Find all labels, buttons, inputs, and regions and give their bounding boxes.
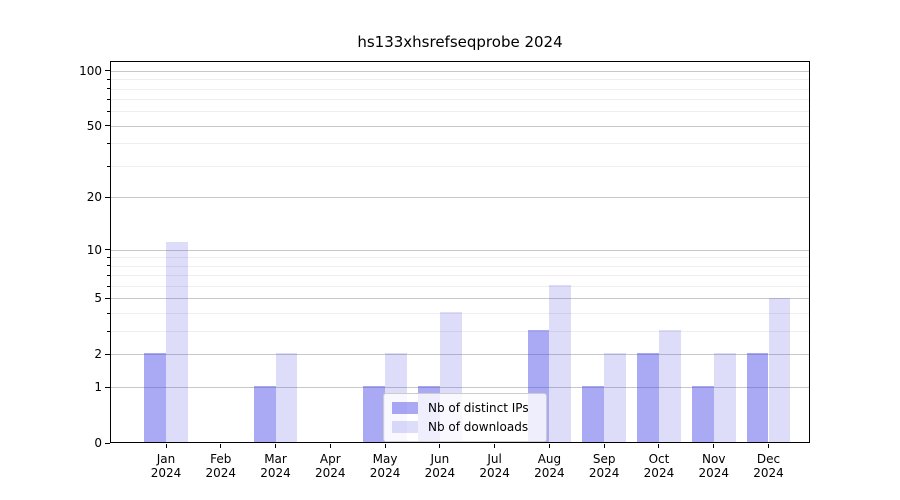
bar-nb-of-distinct-ips-jan-2024 bbox=[144, 353, 166, 442]
x-tick-feb-2024 bbox=[220, 444, 222, 448]
x-tick-jan-2024 bbox=[165, 444, 167, 448]
bar-nb-of-downloads-oct-2024 bbox=[658, 330, 681, 442]
grid-line-minor-80 bbox=[111, 88, 809, 90]
x-tick-label-apr-2024: Apr 2024 bbox=[315, 452, 346, 480]
y-minor-tick-3 bbox=[107, 330, 110, 332]
y-tick-label-50: 50 bbox=[86, 118, 102, 133]
x-tick-label-jul-2024: Jul 2024 bbox=[479, 452, 510, 480]
grid-line-minor-60 bbox=[111, 111, 809, 113]
x-tick-label-jun-2024: Jun 2024 bbox=[424, 452, 456, 480]
grid-line-5 bbox=[111, 298, 809, 300]
plot-area bbox=[110, 61, 810, 443]
x-tick-apr-2024 bbox=[329, 444, 331, 448]
bar-nb-of-downloads-dec-2024 bbox=[768, 297, 791, 442]
y-tick-label-0: 0 bbox=[94, 436, 102, 450]
legend-label-distinct-ips: Nb of distinct IPs bbox=[428, 401, 529, 416]
y-minor-tick-90 bbox=[107, 78, 110, 80]
bar-nb-of-distinct-ips-nov-2024 bbox=[691, 386, 714, 442]
bar-nb-of-downloads-jan-2024 bbox=[166, 241, 188, 442]
legend-swatch-distinct-ips bbox=[392, 402, 418, 415]
y-minor-tick-6 bbox=[107, 285, 110, 287]
grid-line-minor-4 bbox=[111, 313, 809, 315]
grid-line-20 bbox=[111, 197, 809, 199]
x-tick-oct-2024 bbox=[658, 444, 660, 448]
x-tick-label-feb-2024: Feb 2024 bbox=[205, 452, 237, 480]
bar-nb-of-distinct-ips-may-2024 bbox=[363, 386, 386, 442]
y-minor-tick-70 bbox=[107, 98, 110, 100]
grid-line-100 bbox=[111, 70, 809, 72]
grid-line-minor-9 bbox=[111, 257, 809, 259]
bar-nb-of-downloads-sep-2024 bbox=[604, 353, 627, 442]
grid-line-minor-90 bbox=[111, 79, 809, 81]
y-tick-2 bbox=[105, 353, 110, 355]
y-tick-1 bbox=[105, 386, 110, 388]
x-tick-label-jan-2024: Jan 2024 bbox=[150, 452, 182, 480]
bar-nb-of-distinct-ips-oct-2024 bbox=[637, 353, 659, 442]
legend-label-downloads: Nb of downloads bbox=[428, 419, 529, 434]
y-tick-50 bbox=[105, 125, 110, 127]
grid-line-minor-6 bbox=[111, 286, 809, 288]
x-tick-dec-2024 bbox=[768, 444, 769, 448]
y-tick-label-100: 100 bbox=[79, 63, 102, 78]
x-tick-mar-2024 bbox=[275, 444, 277, 448]
x-tick-label-aug-2024: Aug 2024 bbox=[534, 452, 565, 480]
grid-line-2 bbox=[111, 354, 809, 356]
x-tick-label-may-2024: May 2024 bbox=[369, 452, 401, 480]
y-tick-label-1: 1 bbox=[94, 380, 102, 395]
grid-line-minor-8 bbox=[111, 265, 809, 267]
bar-nb-of-distinct-ips-mar-2024 bbox=[253, 386, 276, 442]
grid-line-10 bbox=[111, 249, 809, 251]
grid-line-minor-30 bbox=[111, 166, 809, 168]
grid-line-minor-3 bbox=[111, 331, 809, 333]
y-minor-tick-80 bbox=[107, 88, 110, 90]
y-minor-tick-30 bbox=[107, 165, 110, 167]
x-tick-sep-2024 bbox=[603, 444, 605, 448]
y-minor-tick-4 bbox=[107, 312, 110, 314]
y-tick-label-20: 20 bbox=[86, 190, 102, 205]
legend-row-distinct-ips: Nb of distinct IPs bbox=[392, 399, 538, 418]
legend-row-downloads: Nb of downloads bbox=[392, 418, 538, 437]
x-tick-jul-2024 bbox=[494, 444, 496, 448]
bar-nb-of-downloads-nov-2024 bbox=[713, 353, 736, 442]
y-tick-label-10: 10 bbox=[86, 242, 102, 257]
bar-nb-of-distinct-ips-sep-2024 bbox=[582, 386, 605, 442]
y-tick-label-5: 5 bbox=[94, 291, 102, 306]
y-minor-tick-9 bbox=[107, 256, 110, 258]
y-tick-20 bbox=[105, 196, 110, 198]
chart-title: hs133xhsrefseqprobe 2024 bbox=[357, 33, 563, 51]
grid-line-50 bbox=[111, 125, 809, 127]
bar-nb-of-downloads-mar-2024 bbox=[275, 353, 298, 442]
y-minor-tick-40 bbox=[107, 142, 110, 144]
x-tick-jun-2024 bbox=[439, 444, 441, 448]
bar-nb-of-distinct-ips-dec-2024 bbox=[746, 353, 769, 442]
x-tick-label-sep-2024: Sep 2024 bbox=[588, 452, 620, 480]
legend: Nb of distinct IPs Nb of downloads bbox=[383, 393, 547, 442]
y-minor-tick-8 bbox=[107, 265, 110, 267]
y-tick-5 bbox=[105, 297, 110, 299]
grid-line-minor-70 bbox=[111, 99, 809, 101]
x-tick-label-mar-2024: Mar 2024 bbox=[260, 452, 291, 480]
x-tick-nov-2024 bbox=[713, 444, 715, 448]
y-minor-tick-60 bbox=[107, 110, 110, 112]
legend-swatch-downloads bbox=[392, 420, 418, 433]
x-tick-label-dec-2024: Dec 2024 bbox=[753, 452, 784, 480]
x-tick-aug-2024 bbox=[548, 444, 550, 448]
y-minor-tick-7 bbox=[107, 274, 110, 276]
y-tick-label-2: 2 bbox=[94, 347, 102, 362]
x-tick-may-2024 bbox=[384, 444, 386, 448]
grid-line-minor-40 bbox=[111, 143, 809, 145]
y-tick-0 bbox=[105, 442, 110, 444]
y-tick-10 bbox=[105, 249, 110, 251]
y-tick-100 bbox=[105, 70, 110, 72]
x-tick-label-oct-2024: Oct 2024 bbox=[643, 452, 675, 480]
x-tick-label-nov-2024: Nov 2024 bbox=[698, 452, 729, 480]
grid-line-minor-7 bbox=[111, 275, 809, 277]
bar-nb-of-downloads-aug-2024 bbox=[549, 285, 572, 442]
grid-line-1 bbox=[111, 387, 809, 389]
